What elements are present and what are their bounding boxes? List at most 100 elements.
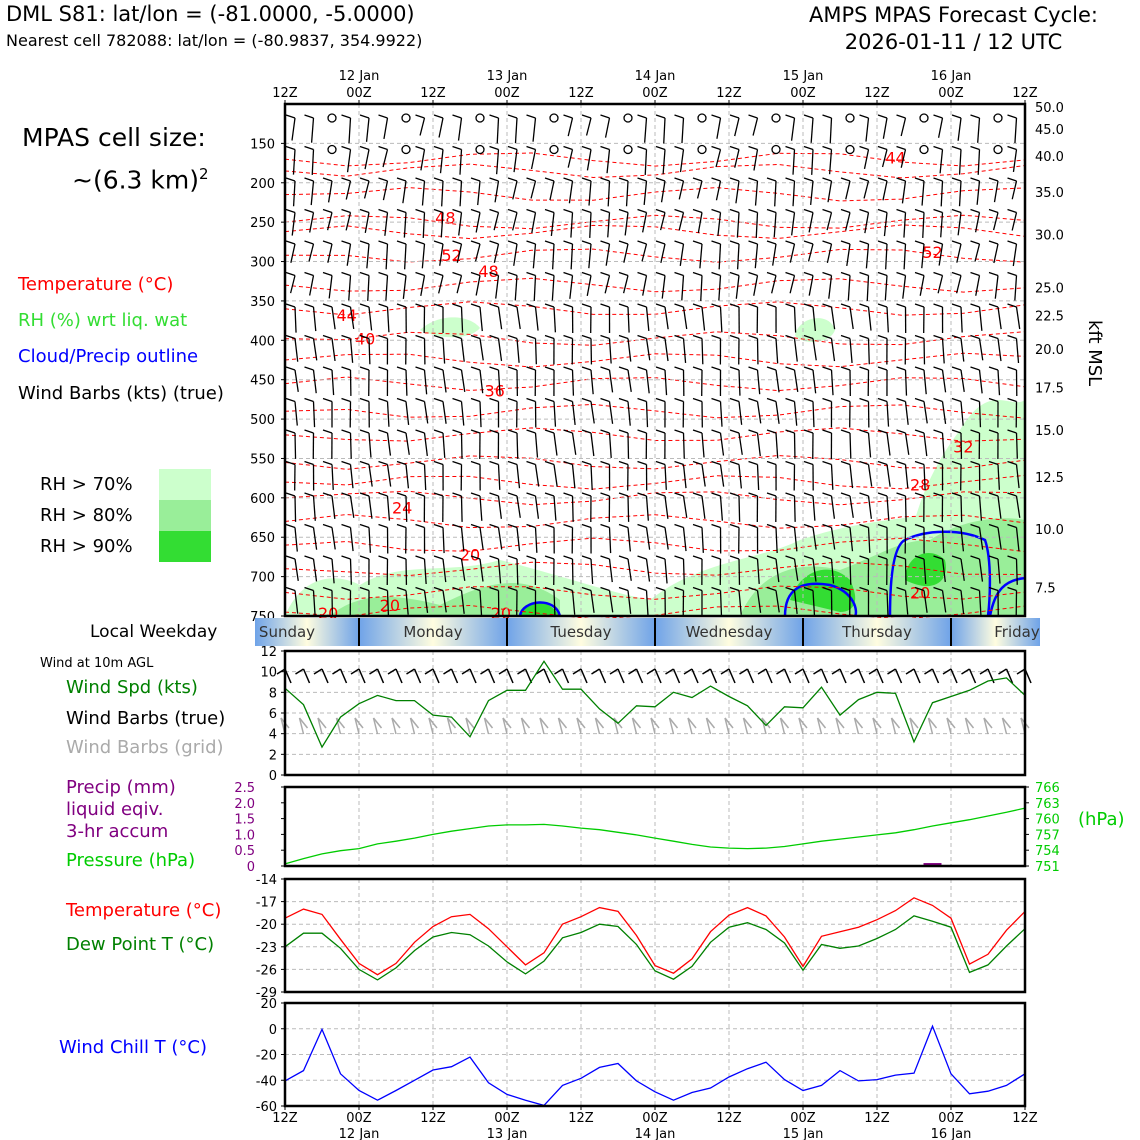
wind-barb — [345, 212, 352, 231]
wind-barb-flag — [618, 303, 629, 308]
wind-barb-flag — [341, 397, 351, 403]
wind-barb-flag — [803, 397, 814, 403]
temp-contour-label: 44 — [336, 306, 356, 325]
wind-barb-flag — [840, 397, 851, 403]
true-wind-barb-flag — [813, 668, 822, 675]
wind-barb — [494, 180, 500, 203]
wind-barb-flag — [803, 208, 814, 214]
wind-barb — [383, 117, 389, 140]
cell-size-line2: ~(6.3 km)2 — [22, 156, 209, 198]
pressure-tick-label: 450 — [250, 374, 275, 389]
wind-barb — [645, 401, 649, 428]
grid-wind-barb — [631, 717, 638, 735]
weekday-shade — [359, 618, 507, 646]
wind-barb — [532, 117, 537, 142]
wind-barb — [975, 275, 981, 296]
wind-barb — [753, 275, 759, 296]
wind-barb — [719, 590, 723, 617]
wind-barb — [493, 243, 500, 263]
wind-barb — [588, 180, 592, 206]
wind-barb — [550, 212, 555, 236]
grid-wind-barb — [317, 717, 323, 735]
wind-barb-flag — [526, 429, 536, 434]
grid-wind-barb-flag — [557, 717, 568, 729]
kft-tick-label: 30.0 — [1035, 229, 1064, 244]
wind-barb — [479, 558, 484, 582]
wind-barb — [682, 432, 685, 459]
wind-barb-flag — [285, 271, 296, 277]
wind-barb — [864, 212, 870, 234]
grid-wind-barb — [816, 717, 823, 735]
wind-barb — [734, 117, 740, 137]
wind-barb — [812, 306, 817, 331]
wind-barb — [405, 432, 410, 455]
wind-barb-flag — [378, 208, 388, 214]
wind-barb — [716, 117, 722, 139]
wind-barb-flag — [859, 114, 869, 119]
wind-barb-flag — [489, 303, 499, 308]
wind-barb — [960, 495, 963, 522]
wind-barb — [849, 527, 854, 552]
wind-barb — [810, 117, 814, 143]
wind-barb-flag — [637, 429, 647, 434]
wind-barb-flag — [285, 460, 296, 466]
wind-barb-flag — [452, 208, 462, 214]
wind-barb-flag — [803, 555, 814, 560]
wind-barb-flag — [378, 114, 388, 119]
wind-barb-flag — [951, 145, 962, 151]
pressure-tick-label: 200 — [250, 177, 275, 192]
precip-tick-label: 2.5 — [234, 781, 255, 796]
xsec-top-date-label: 14 Jan — [635, 69, 676, 84]
wind-barb-flag — [452, 145, 462, 151]
wind-barb — [756, 401, 762, 424]
wind-barb — [643, 180, 648, 206]
wind-barb-flag — [341, 208, 351, 214]
wind-barb-flag — [637, 460, 647, 466]
calm-marker — [845, 144, 855, 155]
wind-barb — [937, 117, 944, 138]
wind-barb — [534, 464, 540, 487]
wind-barb — [459, 149, 463, 175]
wind-barb-flag — [563, 366, 573, 371]
wind-barb — [497, 558, 502, 584]
wind-barb-flag — [859, 429, 869, 434]
wind-barb-flag — [452, 523, 462, 529]
wind-barb — [772, 243, 777, 266]
wind-barb-flag — [452, 271, 462, 277]
wind-barb-flag — [359, 492, 370, 497]
wind-barb-flag — [674, 366, 684, 371]
wind-barb — [811, 149, 814, 175]
wind-barb — [460, 558, 466, 581]
wind-barb-flag — [489, 366, 499, 371]
calm-marker — [475, 144, 485, 155]
wind-barb — [590, 558, 594, 585]
wind-barb — [386, 401, 390, 427]
wind-barb-flag — [396, 177, 407, 182]
wind-barb — [442, 401, 447, 424]
wind-barb — [940, 180, 944, 207]
wind-barb — [826, 212, 833, 231]
wind-barb — [627, 401, 631, 426]
wind-barb-flag — [822, 208, 832, 214]
xsec-top-date-label: 13 Jan — [487, 69, 528, 84]
wind-barb-flag — [600, 240, 610, 245]
wind-barb-flag — [914, 429, 925, 434]
true-wind-barb-flag — [517, 668, 526, 675]
wind-barb-flag — [322, 460, 333, 466]
temp-contour-label: 44 — [885, 149, 905, 168]
wind-barb — [849, 432, 852, 459]
wind-barb — [516, 558, 519, 585]
wind-barb — [460, 590, 465, 614]
wind-barb-flag — [896, 334, 906, 340]
wind-barb-flag — [304, 429, 314, 434]
wind-barb-flag — [378, 429, 388, 434]
wind-barb-flag — [951, 334, 962, 340]
wind-barb — [903, 212, 907, 238]
wind-barb-flag — [711, 397, 721, 403]
wind-barb-flag — [618, 460, 629, 466]
true-wind-barb-flag — [572, 668, 582, 675]
wind-barb — [346, 149, 352, 173]
wind-barb — [904, 401, 909, 425]
wind-barb-flag — [970, 429, 980, 434]
grid-wind-barb-flag — [724, 717, 734, 729]
